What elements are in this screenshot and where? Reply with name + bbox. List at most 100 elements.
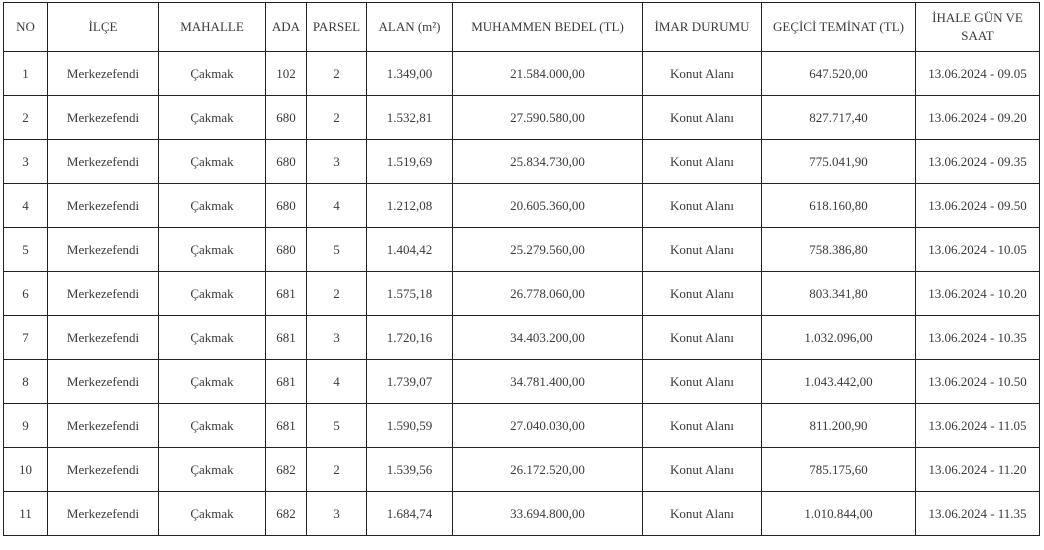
- cell-mahalle: Çakmak: [158, 447, 266, 492]
- cell-ihale-gun-saat: 13.06.2024 - 11.35: [915, 491, 1040, 536]
- cell-ilce: Merkezefendi: [47, 359, 159, 404]
- cell-gecici-teminat: 811.200,90: [761, 403, 916, 448]
- column-header-ihale-gun-saat: İHALE GÜN VE SAAT: [915, 2, 1040, 52]
- cell-ihale-gun-saat: 13.06.2024 - 09.50: [915, 183, 1040, 228]
- cell-alan: 1.590,59: [366, 403, 453, 448]
- cell-ilce: Merkezefendi: [47, 139, 159, 184]
- cell-no: 7: [3, 315, 48, 360]
- cell-imar-durumu: Konut Alanı: [642, 491, 762, 536]
- cell-ilce: Merkezefendi: [47, 315, 159, 360]
- cell-alan: 1.404,42: [366, 227, 453, 272]
- cell-ada: 681: [265, 403, 307, 448]
- cell-muhammen-bedel: 20.605.360,00: [452, 183, 643, 228]
- cell-ihale-gun-saat: 13.06.2024 - 09.20: [915, 95, 1040, 140]
- cell-gecici-teminat: 647.520,00: [761, 51, 916, 96]
- cell-parsel: 5: [306, 227, 367, 272]
- cell-muhammen-bedel: 34.781.400,00: [452, 359, 643, 404]
- cell-parsel: 4: [306, 359, 367, 404]
- cell-muhammen-bedel: 21.584.000,00: [452, 51, 643, 96]
- cell-parsel: 2: [306, 447, 367, 492]
- cell-parsel: 2: [306, 95, 367, 140]
- cell-ada: 681: [265, 315, 307, 360]
- cell-ilce: Merkezefendi: [47, 183, 159, 228]
- cell-no: 5: [3, 227, 48, 272]
- cell-ihale-gun-saat: 13.06.2024 - 10.05: [915, 227, 1040, 272]
- cell-muhammen-bedel: 25.279.560,00: [452, 227, 643, 272]
- cell-imar-durumu: Konut Alanı: [642, 139, 762, 184]
- cell-ilce: Merkezefendi: [47, 51, 159, 96]
- cell-muhammen-bedel: 25.834.730,00: [452, 139, 643, 184]
- cell-imar-durumu: Konut Alanı: [642, 447, 762, 492]
- cell-no: 6: [3, 271, 48, 316]
- cell-ilce: Merkezefendi: [47, 491, 159, 536]
- cell-ihale-gun-saat: 13.06.2024 - 11.20: [915, 447, 1040, 492]
- cell-gecici-teminat: 1.032.096,00: [761, 315, 916, 360]
- cell-alan: 1.212,08: [366, 183, 453, 228]
- cell-mahalle: Çakmak: [158, 183, 266, 228]
- cell-alan: 1.519,69: [366, 139, 453, 184]
- cell-gecici-teminat: 618.160,80: [761, 183, 916, 228]
- column-header-ilce: İLÇE: [47, 2, 159, 52]
- cell-gecici-teminat: 785.175,60: [761, 447, 916, 492]
- table-row: 4 Merkezefendi Çakmak 680 4 1.212,08 20.605.36…: [3, 183, 1040, 228]
- cell-muhammen-bedel: 26.778.060,00: [452, 271, 643, 316]
- cell-parsel: 5: [306, 403, 367, 448]
- cell-ihale-gun-saat: 13.06.2024 - 11.05: [915, 403, 1040, 448]
- table-row: 3 Merkezefendi Çakmak 680 3 1.519,69 25.834.73…: [3, 139, 1040, 184]
- cell-ihale-gun-saat: 13.06.2024 - 10.20: [915, 271, 1040, 316]
- cell-ada: 681: [265, 271, 307, 316]
- cell-no: 8: [3, 359, 48, 404]
- cell-alan: 1.684,74: [366, 491, 453, 536]
- cell-alan: 1.539,56: [366, 447, 453, 492]
- cell-muhammen-bedel: 26.172.520,00: [452, 447, 643, 492]
- column-header-no: NO: [3, 2, 48, 52]
- cell-imar-durumu: Konut Alanı: [642, 403, 762, 448]
- cell-parsel: 2: [306, 51, 367, 96]
- cell-mahalle: Çakmak: [158, 403, 266, 448]
- column-header-alan: ALAN (m²): [366, 2, 453, 52]
- cell-gecici-teminat: 758.386,80: [761, 227, 916, 272]
- column-header-muhammen-bedel: MUHAMMEN BEDEL (TL): [452, 2, 643, 52]
- cell-imar-durumu: Konut Alanı: [642, 51, 762, 96]
- cell-parsel: 4: [306, 183, 367, 228]
- cell-no: 3: [3, 139, 48, 184]
- cell-ada: 682: [265, 447, 307, 492]
- cell-ada: 680: [265, 183, 307, 228]
- cell-ihale-gun-saat: 13.06.2024 - 10.50: [915, 359, 1040, 404]
- cell-ada: 682: [265, 491, 307, 536]
- cell-imar-durumu: Konut Alanı: [642, 359, 762, 404]
- cell-gecici-teminat: 803.341,80: [761, 271, 916, 316]
- cell-parsel: 3: [306, 139, 367, 184]
- cell-imar-durumu: Konut Alanı: [642, 271, 762, 316]
- table-row: 2 Merkezefendi Çakmak 680 2 1.532,81 27.590.58…: [3, 95, 1040, 140]
- cell-alan: 1.575,18: [366, 271, 453, 316]
- cell-gecici-teminat: 1.043.442,00: [761, 359, 916, 404]
- cell-ada: 680: [265, 139, 307, 184]
- cell-ada: 102: [265, 51, 307, 96]
- cell-mahalle: Çakmak: [158, 95, 266, 140]
- cell-gecici-teminat: 1.010.844,00: [761, 491, 916, 536]
- table-row: 7 Merkezefendi Çakmak 681 3 1.720,16 34.403.20…: [3, 315, 1040, 360]
- table-row: 10 Merkezefendi Çakmak 682 2 1.539,56 26.172.5…: [3, 447, 1040, 492]
- cell-alan: 1.349,00: [366, 51, 453, 96]
- cell-ada: 680: [265, 227, 307, 272]
- cell-no: 1: [3, 51, 48, 96]
- cell-ilce: Merkezefendi: [47, 271, 159, 316]
- column-header-parsel: PARSEL: [306, 2, 367, 52]
- cell-muhammen-bedel: 27.590.580,00: [452, 95, 643, 140]
- table-row: 6 Merkezefendi Çakmak 681 2 1.575,18 26.778.06…: [3, 271, 1040, 316]
- cell-ilce: Merkezefendi: [47, 227, 159, 272]
- column-header-ada: ADA: [265, 2, 307, 52]
- cell-mahalle: Çakmak: [158, 271, 266, 316]
- cell-no: 10: [3, 447, 48, 492]
- cell-mahalle: Çakmak: [158, 359, 266, 404]
- cell-imar-durumu: Konut Alanı: [642, 183, 762, 228]
- cell-mahalle: Çakmak: [158, 227, 266, 272]
- cell-no: 9: [3, 403, 48, 448]
- cell-imar-durumu: Konut Alanı: [642, 315, 762, 360]
- cell-alan: 1.532,81: [366, 95, 453, 140]
- cell-ihale-gun-saat: 13.06.2024 - 09.05: [915, 51, 1040, 96]
- cell-imar-durumu: Konut Alanı: [642, 227, 762, 272]
- column-header-mahalle: MAHALLE: [158, 2, 266, 52]
- cell-no: 11: [3, 491, 48, 536]
